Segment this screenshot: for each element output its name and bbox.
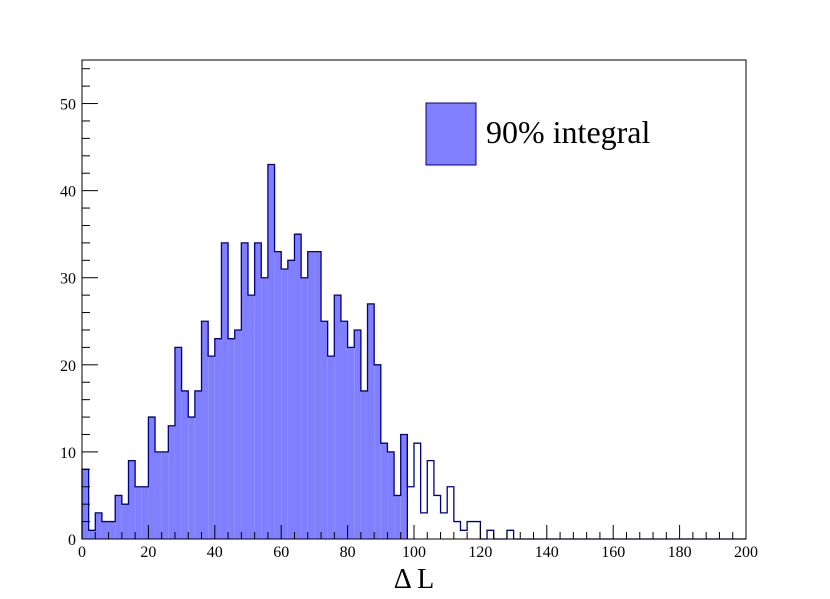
histogram-bin [407, 487, 414, 539]
histogram-bin [214, 338, 222, 539]
x-tick-label: 200 [734, 544, 758, 561]
histogram-bin [248, 295, 255, 539]
histogram-bin [374, 364, 381, 539]
histogram-bin [274, 251, 282, 539]
x-tick-label: 80 [340, 544, 356, 561]
shaded-region [82, 164, 409, 539]
y-tick-label: 40 [60, 184, 76, 201]
x-tick-label: 140 [535, 544, 559, 561]
x-axis-tick-labels: 0 20 40 60 80 100 120 140 160 180 200 [78, 544, 758, 561]
histogram-bin [108, 521, 116, 539]
histogram-bin [267, 164, 275, 539]
legend: 90% integral [425, 102, 651, 166]
histogram-bin [507, 530, 514, 539]
histogram-bin [287, 260, 295, 539]
histogram-bin [380, 443, 388, 539]
histogram-bin [434, 495, 441, 539]
x-tick-label: 40 [207, 544, 223, 561]
histogram-bin [421, 513, 428, 539]
histogram-bin [414, 443, 421, 539]
histogram-bin [208, 356, 215, 539]
histogram-bin [427, 461, 434, 539]
histogram-bin [128, 460, 136, 539]
x-tick-label: 120 [468, 544, 492, 561]
histogram-bin [454, 522, 461, 539]
x-axis-title: Δ L [394, 564, 435, 595]
histogram-bin [115, 495, 122, 539]
histogram-bin [340, 321, 348, 539]
histogram-bin [168, 425, 175, 539]
histogram-bin [174, 347, 182, 539]
histogram-bin [321, 321, 328, 539]
legend-swatch [425, 102, 477, 166]
y-tick-label: 0 [68, 532, 76, 549]
histogram-bin [400, 434, 408, 539]
x-tick-label: 20 [140, 544, 156, 561]
histogram-bin [148, 417, 156, 539]
histogram-bin [314, 251, 322, 539]
histogram-bin [201, 321, 209, 539]
histogram-bin [254, 242, 262, 539]
histogram-bin [360, 390, 368, 539]
histogram-bin [474, 522, 481, 539]
x-tick-label: 160 [601, 544, 625, 561]
histogram-bin [354, 329, 361, 539]
histogram-bin [121, 504, 129, 539]
histogram-bin [161, 451, 169, 539]
legend-label: 90% integral [486, 114, 651, 150]
histogram-bin [135, 486, 142, 539]
histogram-bin [334, 295, 341, 539]
histogram-bin [261, 277, 268, 539]
x-axis-ticks [81, 525, 747, 539]
histogram-bin [221, 242, 229, 539]
histogram-bin [447, 487, 454, 539]
histogram-bin [281, 269, 288, 539]
histogram-bin [347, 347, 355, 539]
y-tick-label: 30 [60, 271, 76, 288]
x-tick-label: 0 [78, 544, 86, 561]
y-tick-label: 20 [60, 358, 76, 375]
x-tick-label: 100 [402, 544, 426, 561]
x-tick-label: 180 [668, 544, 692, 561]
histogram-bin [234, 329, 242, 539]
y-tick-label: 50 [60, 97, 76, 114]
histogram-bin [367, 303, 375, 539]
histogram-bin [95, 512, 102, 539]
histogram-bin [487, 530, 494, 539]
y-axis-tick-labels: 0 10 20 30 40 50 [60, 97, 76, 549]
histogram-bin [241, 242, 248, 539]
histogram-bin [294, 234, 302, 539]
histogram-bin [101, 521, 109, 539]
histogram-bin [181, 390, 189, 539]
histogram-bin [467, 522, 474, 539]
histogram-bin [441, 513, 448, 539]
histogram-bin [301, 277, 308, 539]
histogram-bin [307, 251, 315, 539]
y-tick-label: 10 [60, 445, 76, 462]
histogram-bin [141, 486, 149, 539]
histogram-bin [194, 390, 202, 539]
histogram-bin [327, 356, 335, 539]
histogram-bin [460, 530, 467, 539]
x-tick-label: 60 [273, 544, 289, 561]
histogram-bin [188, 417, 195, 539]
histogram-bin [394, 495, 401, 539]
histogram-bin [228, 338, 235, 539]
histogram-bin [387, 451, 395, 539]
histogram-bin [88, 530, 96, 539]
y-axis-ticks [82, 68, 98, 540]
histogram-bin [155, 451, 162, 539]
